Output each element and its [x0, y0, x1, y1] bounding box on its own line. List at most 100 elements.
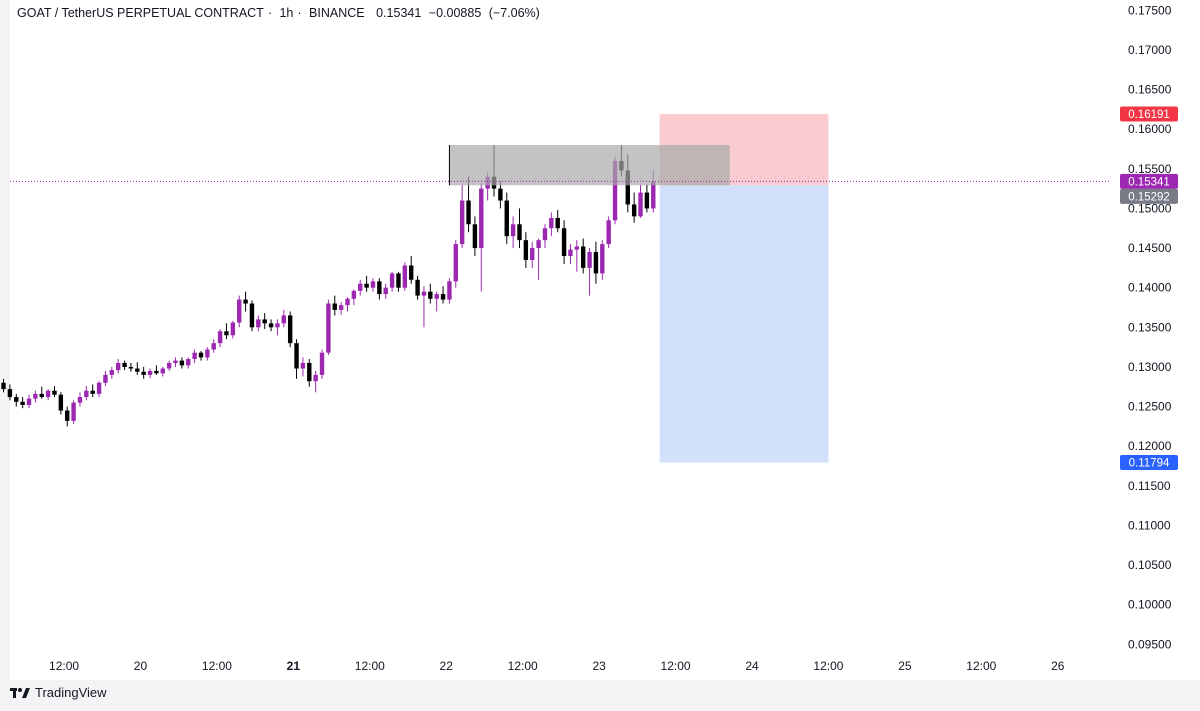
- candle[interactable]: [447, 278, 452, 304]
- candle[interactable]: [20, 397, 25, 409]
- candle[interactable]: [536, 238, 541, 280]
- candle[interactable]: [555, 210, 560, 233]
- candle[interactable]: [115, 359, 121, 374]
- candle[interactable]: [644, 184, 650, 213]
- symbol-title[interactable]: GOAT / TetherUS PERPETUAL CONTRACT: [17, 6, 264, 20]
- candle[interactable]: [39, 386, 44, 399]
- candle[interactable]: [498, 180, 503, 209]
- candle[interactable]: [186, 357, 191, 369]
- candle[interactable]: [230, 320, 236, 339]
- candle[interactable]: [466, 176, 471, 233]
- price-axis[interactable]: [1110, 0, 1200, 680]
- candle[interactable]: [262, 313, 267, 329]
- candle[interactable]: [26, 394, 32, 409]
- candle[interactable]: [510, 216, 516, 249]
- candle[interactable]: [542, 224, 548, 249]
- candle[interactable]: [377, 278, 382, 300]
- candle[interactable]: [287, 311, 293, 348]
- candle[interactable]: [281, 309, 287, 328]
- candle[interactable]: [294, 339, 299, 379]
- candle[interactable]: [128, 362, 134, 372]
- range-box[interactable]: [449, 145, 730, 186]
- candle[interactable]: [389, 271, 395, 292]
- candle[interactable]: [33, 390, 38, 403]
- candle[interactable]: [593, 241, 599, 284]
- candle[interactable]: [358, 279, 363, 296]
- candle[interactable]: [428, 283, 433, 304]
- candle[interactable]: [409, 255, 414, 284]
- candle[interactable]: [338, 301, 344, 315]
- candle[interactable]: [326, 299, 331, 356]
- candle[interactable]: [7, 384, 13, 401]
- candle[interactable]: [256, 315, 261, 332]
- candle[interactable]: [211, 339, 216, 353]
- candle[interactable]: [319, 349, 325, 379]
- candle[interactable]: [160, 366, 165, 377]
- candle[interactable]: [351, 289, 357, 306]
- candle[interactable]: [332, 295, 337, 316]
- candle[interactable]: [606, 216, 611, 249]
- candle[interactable]: [402, 262, 408, 291]
- candle[interactable]: [90, 384, 95, 398]
- candle[interactable]: [440, 286, 446, 304]
- candle[interactable]: [275, 319, 280, 336]
- tradingview-logo[interactable]: TradingView: [10, 685, 107, 700]
- candle[interactable]: [198, 351, 204, 361]
- candle[interactable]: [135, 362, 140, 375]
- candle[interactable]: [147, 368, 153, 379]
- candle[interactable]: [638, 184, 643, 218]
- candle[interactable]: [237, 295, 242, 328]
- candle[interactable]: [517, 208, 522, 249]
- candle[interactable]: [217, 328, 223, 348]
- candle[interactable]: [268, 319, 274, 332]
- candle[interactable]: [192, 349, 197, 363]
- candle[interactable]: [568, 244, 573, 264]
- candle[interactable]: [249, 300, 255, 332]
- candle[interactable]: [631, 192, 637, 223]
- candle[interactable]: [561, 220, 567, 264]
- candle[interactable]: [600, 240, 605, 280]
- candle[interactable]: [205, 347, 210, 361]
- candle[interactable]: [370, 278, 376, 292]
- candle[interactable]: [472, 216, 478, 256]
- candle[interactable]: [549, 212, 554, 237]
- candle[interactable]: [421, 286, 427, 328]
- candle[interactable]: [300, 357, 306, 377]
- candle[interactable]: [415, 275, 420, 300]
- plot-area[interactable]: [10, 0, 1110, 680]
- candle[interactable]: [179, 357, 185, 369]
- take-profit-zone[interactable]: [659, 185, 829, 463]
- candle[interactable]: [77, 392, 83, 407]
- timeframe-label[interactable]: 1h: [279, 6, 294, 20]
- candle[interactable]: [154, 365, 159, 375]
- candle[interactable]: [580, 238, 586, 274]
- candle[interactable]: [307, 359, 312, 387]
- candle[interactable]: [96, 381, 102, 398]
- candle[interactable]: [141, 366, 146, 379]
- candle[interactable]: [587, 248, 592, 296]
- candle[interactable]: [65, 406, 70, 427]
- candle[interactable]: [479, 183, 484, 292]
- candle[interactable]: [224, 323, 229, 340]
- candle[interactable]: [243, 291, 248, 312]
- candle[interactable]: [574, 240, 580, 272]
- candle[interactable]: [103, 370, 108, 386]
- candle[interactable]: [52, 385, 57, 398]
- candle[interactable]: [504, 192, 509, 245]
- candle[interactable]: [530, 241, 535, 268]
- candle[interactable]: [453, 240, 458, 288]
- candle[interactable]: [523, 232, 529, 268]
- candle[interactable]: [122, 360, 127, 371]
- candle[interactable]: [14, 393, 19, 407]
- candle[interactable]: [313, 370, 318, 393]
- candle[interactable]: [45, 389, 51, 401]
- candle[interactable]: [459, 184, 465, 249]
- candle[interactable]: [1, 378, 6, 393]
- candle[interactable]: [434, 291, 439, 312]
- candle[interactable]: [364, 275, 369, 292]
- candle[interactable]: [109, 366, 115, 379]
- candle[interactable]: [396, 271, 401, 292]
- candle[interactable]: [345, 297, 350, 312]
- candle[interactable]: [166, 360, 172, 371]
